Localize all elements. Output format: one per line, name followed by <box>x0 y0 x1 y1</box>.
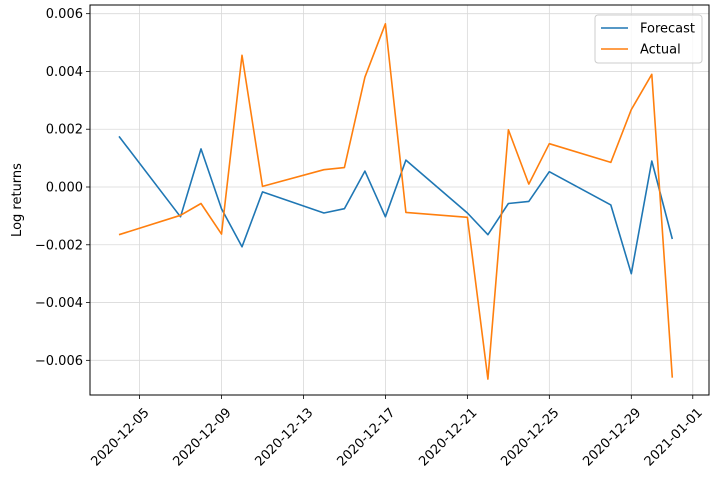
series-line-forecast <box>118 135 674 275</box>
series-lines <box>118 22 674 380</box>
y-tick-label: −0.004 <box>35 296 83 311</box>
plot-area-frame <box>89 4 710 396</box>
y-tick-label: −0.006 <box>35 354 83 369</box>
y-tick-label: −0.002 <box>35 238 83 253</box>
legend: Forecast Actual <box>594 14 703 64</box>
y-tick-label: 0.004 <box>46 65 83 80</box>
series-line-actual <box>118 22 674 380</box>
y-axis-label: Log returns <box>10 163 25 237</box>
y-tick-label: 0.002 <box>46 123 83 138</box>
legend-label-forecast: Forecast <box>640 22 695 37</box>
y-tick-label: 0.006 <box>46 7 83 22</box>
y-tick-label: 0.000 <box>46 181 83 196</box>
legend-label-actual: Actual <box>640 43 681 58</box>
gridlines <box>90 5 709 395</box>
legend-box <box>594 14 703 64</box>
